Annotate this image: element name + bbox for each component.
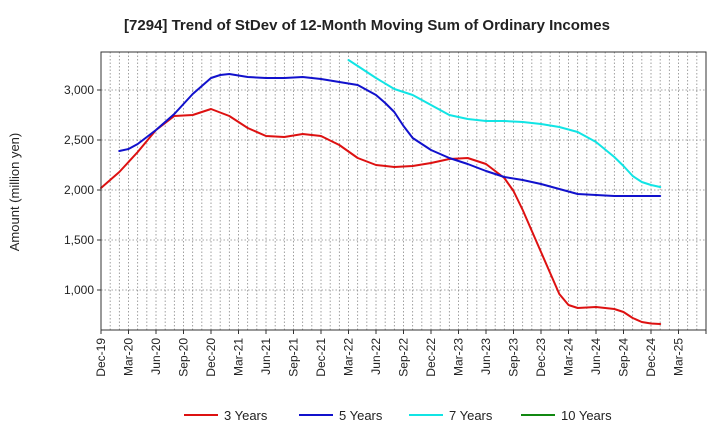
x-tick-label: Sep-20 (177, 338, 191, 377)
x-tick-label: Sep-24 (617, 338, 631, 377)
x-tick-label: Jun-22 (369, 338, 383, 375)
chart-title: [7294] Trend of StDev of 12-Month Moving… (124, 17, 610, 34)
x-tick-label: Dec-20 (204, 338, 218, 377)
x-tick-label: Mar-23 (452, 338, 466, 376)
grid (101, 52, 706, 330)
legend: 3 Years 5 Years 7 Years 10 Years (184, 408, 612, 423)
x-tick-label: Mar-24 (562, 338, 576, 376)
y-tick-label: 2,500 (64, 133, 94, 147)
x-tick-label: Jun-23 (479, 338, 493, 375)
y-tick-label: 3,000 (64, 83, 94, 97)
series-group (100, 59, 662, 325)
y-ticks: 1,000 1,500 2,000 2,500 3,000 (64, 83, 101, 297)
y-tick-label: 1,500 (64, 233, 94, 247)
series-line-3-years (100, 108, 662, 325)
x-tick-label: Jun-21 (259, 338, 273, 375)
x-tick-label: Sep-23 (507, 338, 521, 377)
x-tick-label: Jun-24 (589, 338, 603, 375)
x-ticks: Dec-19 Mar-20 Jun-20 Sep-20 Dec-20 Mar-21 Jun-… (94, 330, 707, 377)
x-tick-label: Dec-24 (644, 338, 658, 377)
y-tick-label: 2,000 (64, 183, 94, 197)
y-axis-label: Amount (million yen) (7, 133, 22, 252)
legend-label-3-years: 3 Years (224, 408, 268, 423)
x-tick-label: Dec-22 (424, 338, 438, 377)
x-tick-label: Dec-21 (314, 338, 328, 377)
legend-label-7-years: 7 Years (449, 408, 493, 423)
legend-label-10-years: 10 Years (561, 408, 612, 423)
series-line-5-years (118, 73, 662, 197)
x-tick-label: Mar-22 (342, 338, 356, 376)
legend-label-5-years: 5 Years (339, 408, 383, 423)
x-tick-label: Sep-22 (397, 338, 411, 377)
x-tick-label: Mar-20 (122, 338, 136, 376)
x-tick-label: Mar-21 (232, 338, 246, 376)
x-tick-label: Jun-20 (149, 338, 163, 375)
series-line-7-years (347, 59, 662, 188)
y-tick-label: 1,000 (64, 283, 94, 297)
x-tick-label: Dec-19 (94, 338, 108, 377)
x-tick-label: Sep-21 (287, 338, 301, 377)
x-tick-label: Dec-23 (534, 338, 548, 377)
x-tick-label: Mar-25 (672, 338, 686, 376)
